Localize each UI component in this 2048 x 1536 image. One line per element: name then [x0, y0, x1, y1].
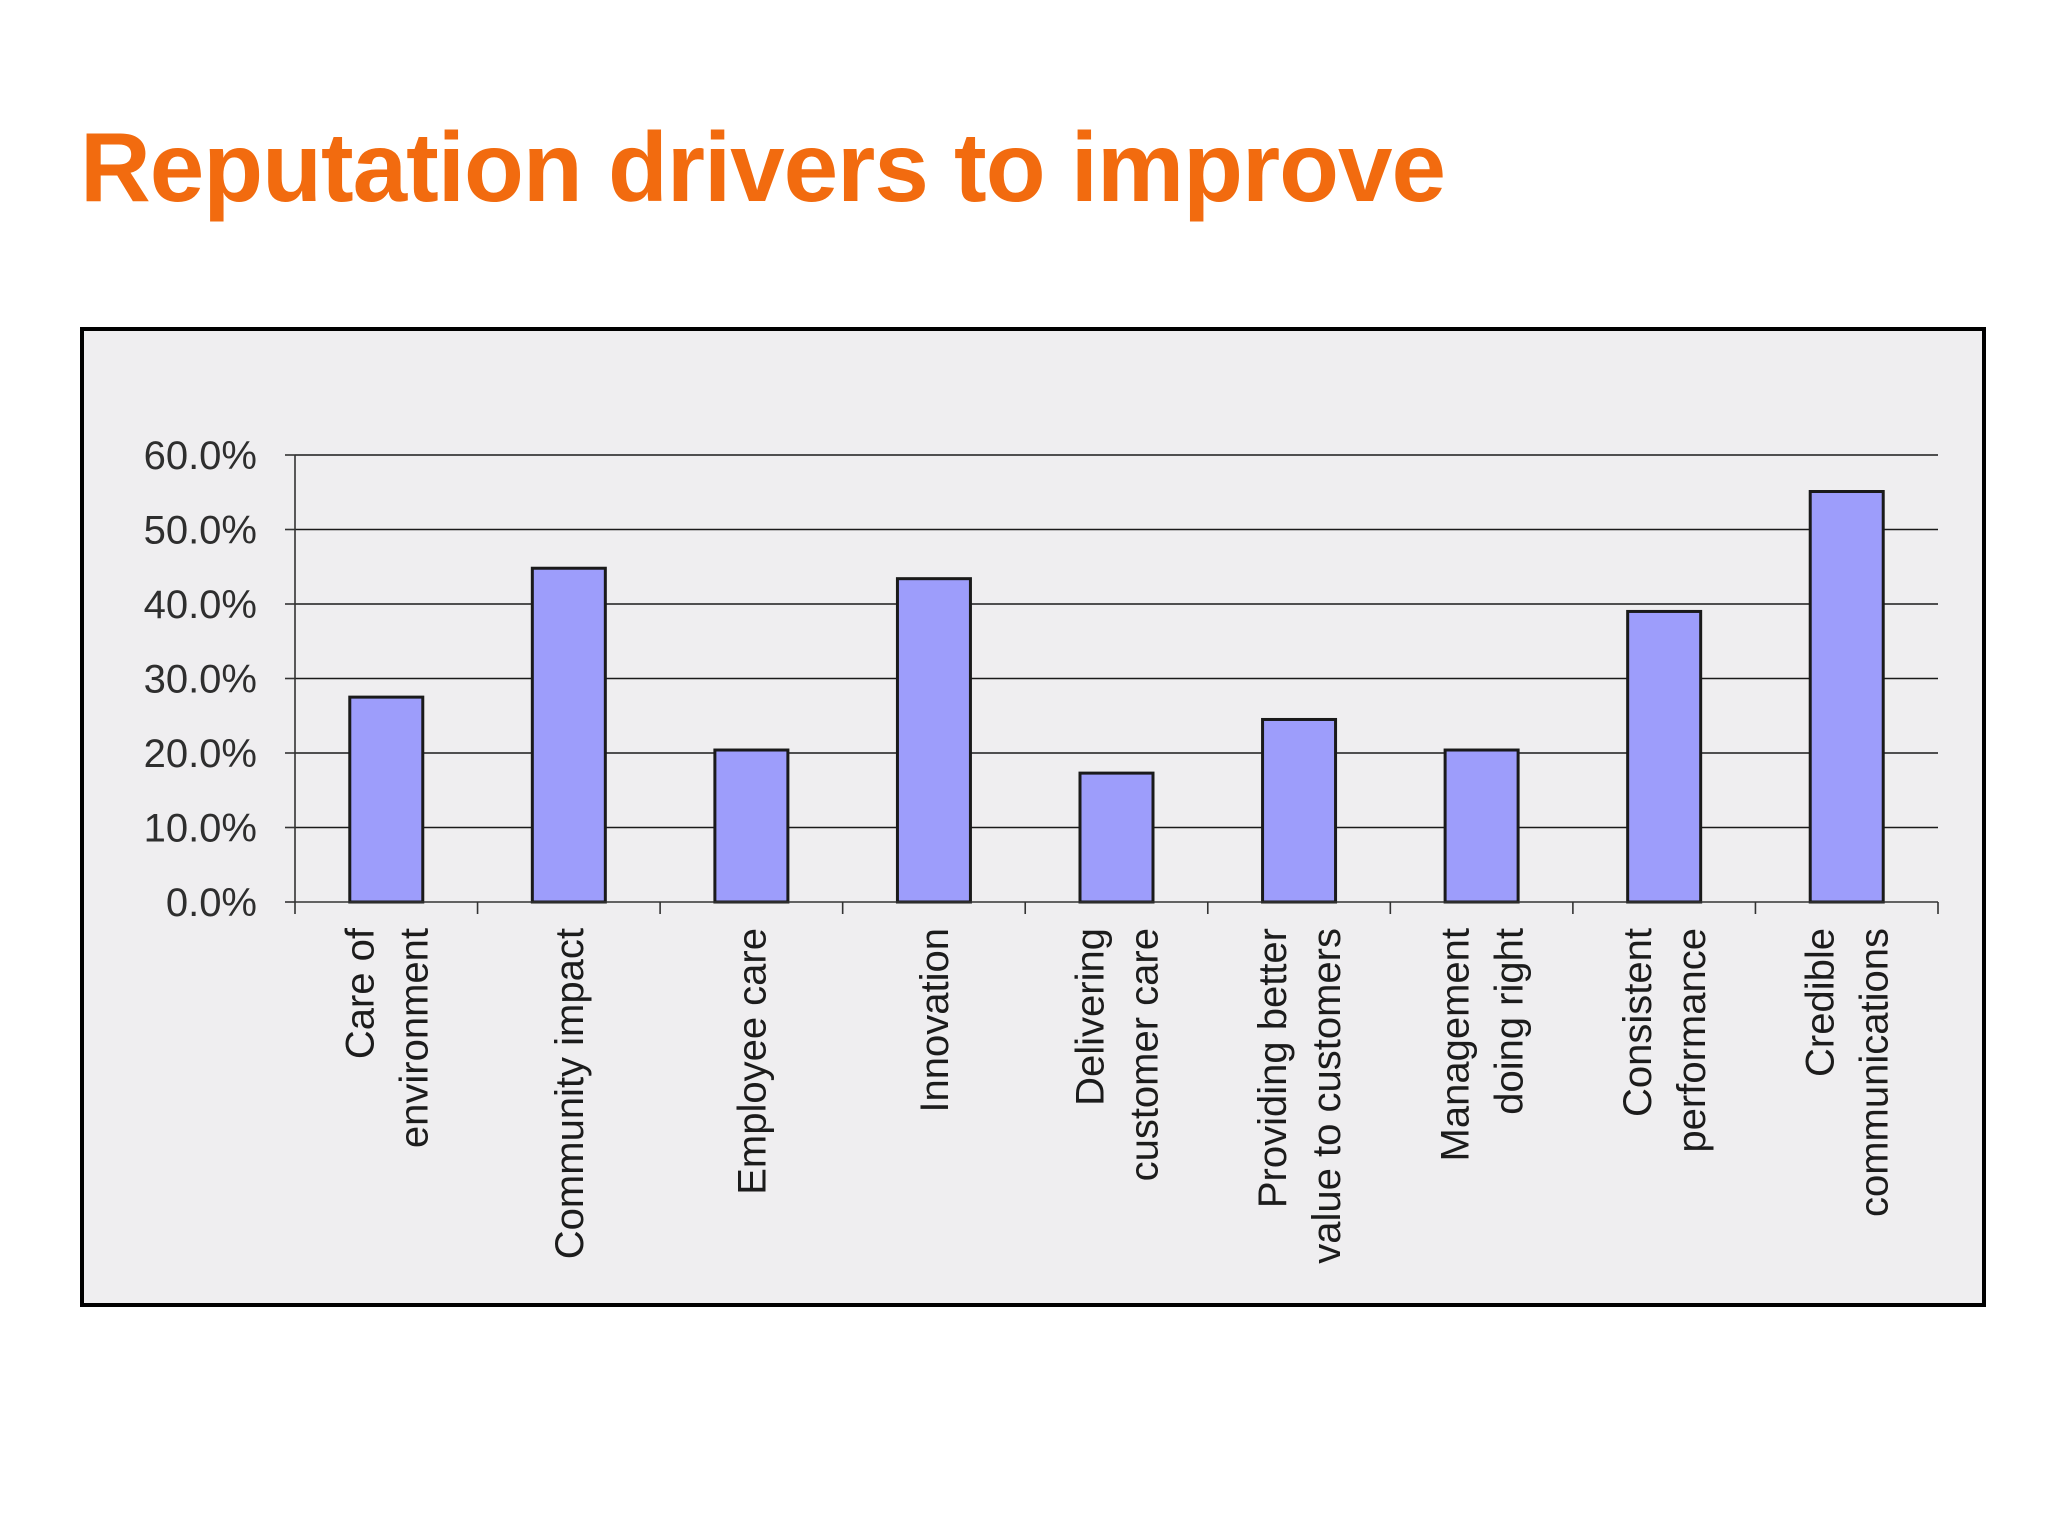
chart-frame: 0.0% 10.0% 20.0% 30.0% 40.0% 50.0% 60.0% Care …: [80, 327, 1986, 1307]
x-category-label-line: communications: [1853, 928, 1897, 1217]
x-category-label: Credible communications: [1799, 928, 1897, 1217]
x-category-label: Providing better value to customers: [1251, 928, 1349, 1264]
x-category-label-line: Delivering: [1069, 928, 1113, 1106]
x-category-label-line: Employee care: [730, 928, 774, 1195]
x-category-label: Consistent performance: [1616, 928, 1714, 1153]
x-category-label: Community impact: [548, 928, 592, 1259]
x-category-label: Delivering customer care: [1069, 928, 1167, 1181]
x-category-label-line: doing right: [1488, 928, 1532, 1115]
x-category-label-line: environment: [392, 928, 436, 1148]
y-tick-label: 40.0%: [144, 583, 257, 627]
bar: [1626, 609, 1703, 904]
x-category-label-line: Consistent: [1616, 928, 1660, 1117]
y-tick-label: 30.0%: [144, 658, 257, 702]
bar: [713, 748, 790, 904]
x-category-label: Management doing right: [1434, 928, 1532, 1161]
bar-chart: 0.0% 10.0% 20.0% 30.0% 40.0% 50.0% 60.0% Care …: [84, 331, 1982, 1303]
x-category-label-line: Credible: [1799, 928, 1843, 1077]
bar: [1261, 717, 1338, 904]
x-category-label-line: Community impact: [548, 928, 592, 1259]
x-category-label-line: Providing better: [1251, 928, 1295, 1208]
x-category-label: Innovation: [913, 928, 957, 1113]
bar: [895, 577, 972, 904]
y-tick-label: 50.0%: [144, 509, 257, 553]
x-category-label: Care of environment: [338, 927, 436, 1148]
bars: [348, 490, 1885, 904]
x-category-label-line: Management: [1434, 928, 1478, 1161]
x-category-label-line: customer care: [1123, 928, 1167, 1181]
y-tick-label: 10.0%: [144, 807, 257, 851]
axes: [294, 455, 1939, 914]
x-category-label: Employee care: [730, 928, 774, 1195]
x-category-label-line: value to customers: [1305, 928, 1349, 1264]
bar: [1808, 490, 1885, 904]
x-category-label-line: Innovation: [913, 928, 957, 1113]
bar: [530, 566, 607, 904]
y-tick-label: 0.0%: [166, 881, 257, 925]
y-tick-label: 60.0%: [144, 434, 257, 478]
bar: [1078, 771, 1155, 904]
slide-title: Reputation drivers to improve: [80, 112, 1446, 222]
x-category-label-line: Care of: [338, 927, 382, 1059]
x-category-label-line: performance: [1670, 928, 1714, 1153]
bar: [348, 695, 425, 904]
bar: [1443, 748, 1520, 904]
y-tick-label: 20.0%: [144, 732, 257, 776]
y-tick-labels: 0.0% 10.0% 20.0% 30.0% 40.0% 50.0% 60.0%: [144, 434, 257, 925]
x-category-labels: Care of environment Community impact Employ…: [338, 927, 1896, 1264]
